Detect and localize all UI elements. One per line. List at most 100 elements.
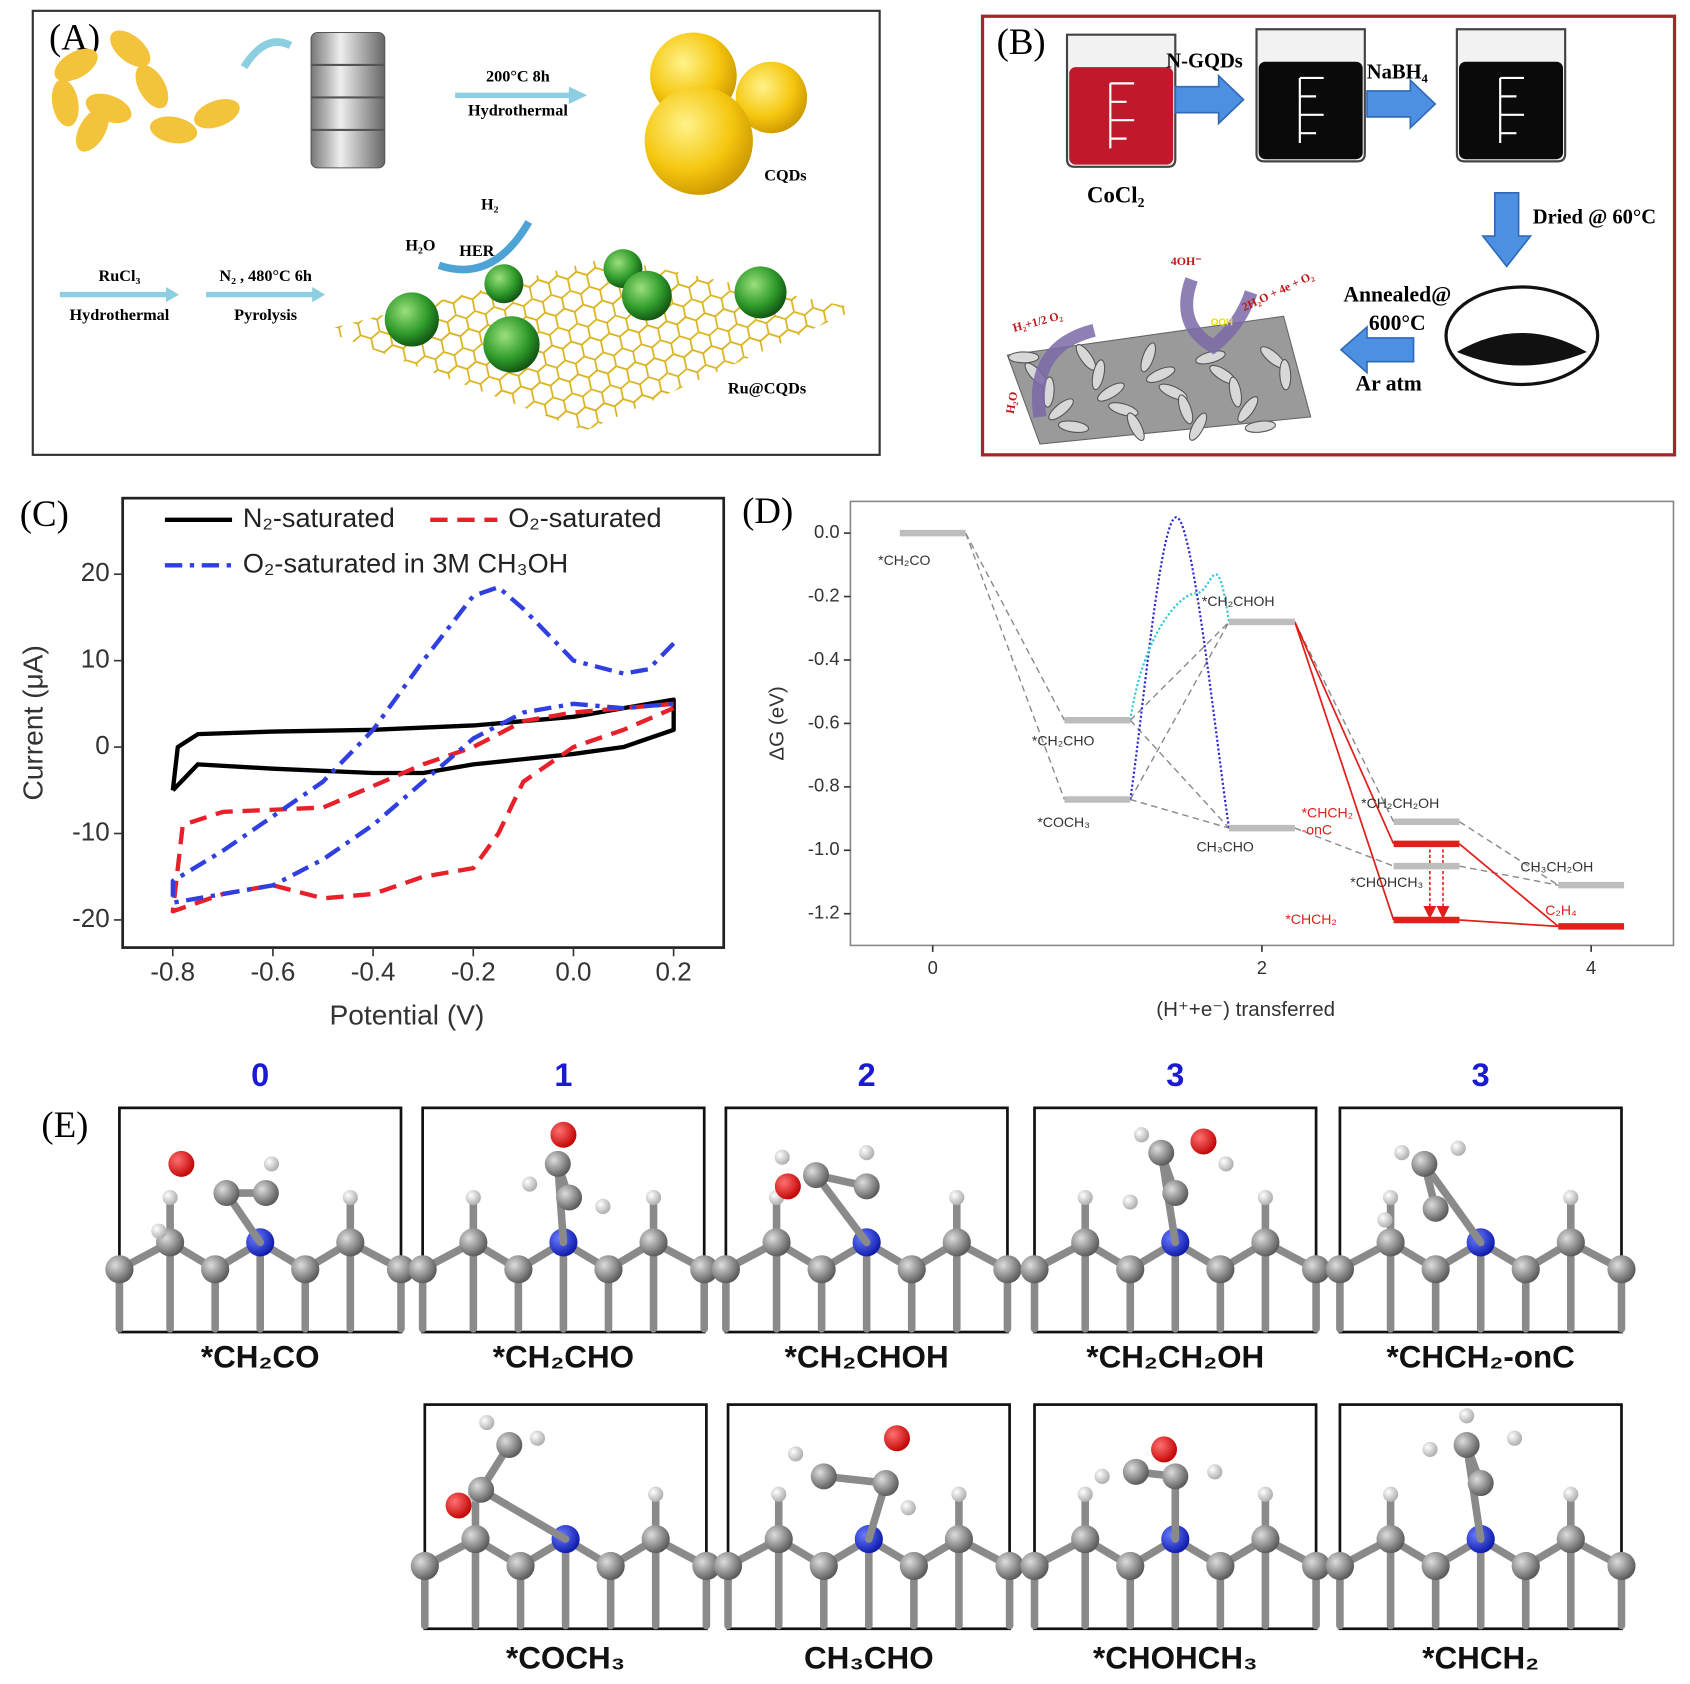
atom xyxy=(556,1184,583,1211)
y-tick-label: -20 xyxy=(72,903,110,933)
atom xyxy=(1450,1140,1466,1156)
atom xyxy=(1506,1430,1523,1446)
atom xyxy=(1162,1463,1189,1490)
atom xyxy=(859,1145,875,1161)
atom xyxy=(151,1223,167,1239)
atom xyxy=(1607,1255,1636,1284)
connector xyxy=(1459,865,1559,886)
panel-frame xyxy=(980,14,1677,457)
atom xyxy=(408,1255,437,1284)
x-tick-label: -0.8 xyxy=(150,956,195,986)
level-label: -onC xyxy=(1302,822,1332,838)
atom xyxy=(788,1446,804,1462)
atom xyxy=(1394,1145,1410,1161)
y-tick-label: 20 xyxy=(81,557,110,587)
label: RuCl₃ xyxy=(98,267,140,285)
label: *CH₂CHO xyxy=(493,1339,634,1374)
atom xyxy=(213,1180,240,1207)
arrow xyxy=(1339,325,1415,375)
nanosheet xyxy=(1237,396,1259,423)
atom xyxy=(645,1189,662,1206)
atom xyxy=(1325,1551,1354,1581)
label: OOH xyxy=(1211,317,1233,328)
atom xyxy=(853,1173,880,1200)
solution xyxy=(1258,61,1363,160)
atom xyxy=(1094,1468,1110,1484)
x-tick-label: -0.4 xyxy=(351,956,396,986)
atom xyxy=(1556,1228,1585,1257)
atom xyxy=(711,1255,740,1284)
atom xyxy=(810,1463,837,1490)
atom xyxy=(692,1551,721,1581)
label: CH₃CHO xyxy=(804,1640,934,1675)
atom xyxy=(1206,1255,1235,1284)
label: (E) xyxy=(41,1104,88,1145)
atom xyxy=(1411,1150,1438,1177)
label: NaBH₄ xyxy=(1367,61,1428,83)
label: H₂O xyxy=(405,237,435,255)
y-tick-label: -0.4 xyxy=(808,648,840,669)
label: N₂ , 480°C 6h xyxy=(219,267,312,285)
cqd-sphere xyxy=(735,61,808,134)
cqd-sheet xyxy=(323,257,858,432)
x-tick-label: 0.0 xyxy=(555,956,591,986)
y-tick-label: -0.6 xyxy=(808,711,840,732)
label: HER xyxy=(459,242,494,260)
atom xyxy=(1376,1525,1405,1554)
label: *CHOHCH₃ xyxy=(1093,1640,1258,1675)
atom xyxy=(762,1228,791,1257)
connector xyxy=(964,532,1066,800)
level-label: *CHOHCH₃ xyxy=(1350,874,1423,890)
bond xyxy=(477,1485,570,1543)
level-label: *CH₂CHOH xyxy=(1202,593,1275,609)
y-tick-label: -1.2 xyxy=(808,902,840,923)
atom xyxy=(897,1255,926,1284)
atom xyxy=(764,1525,793,1554)
atom xyxy=(713,1551,743,1581)
atom xyxy=(1422,1441,1438,1458)
atom xyxy=(1383,1189,1399,1206)
atom xyxy=(1077,1189,1093,1206)
arrow xyxy=(240,38,293,70)
purple-arrow xyxy=(1031,323,1096,418)
atom xyxy=(468,1476,495,1503)
label: Dried @ 60°C xyxy=(1533,206,1656,228)
atom xyxy=(1020,1255,1049,1284)
atom xyxy=(944,1525,974,1554)
nanosheet xyxy=(1188,412,1208,441)
bond xyxy=(812,1171,871,1247)
atom xyxy=(291,1255,320,1284)
y-tick-label: -10 xyxy=(72,816,110,846)
nanosheet xyxy=(1091,359,1106,391)
atom xyxy=(162,1189,178,1206)
connector xyxy=(1458,843,1559,928)
x-tick-label: -0.2 xyxy=(451,956,496,986)
connector xyxy=(1294,621,1395,845)
atom xyxy=(639,1228,668,1257)
label: H₂O xyxy=(1003,391,1021,415)
atom xyxy=(641,1525,670,1554)
y-axis-title: Current (μA) xyxy=(17,645,48,800)
nanosheet xyxy=(1279,359,1292,391)
atom xyxy=(1116,1255,1145,1284)
label: CQDs xyxy=(764,166,806,184)
nanosheet xyxy=(1244,420,1276,433)
legend-label: O₂-saturated xyxy=(508,502,661,533)
label: *CH₂CHOH xyxy=(785,1339,949,1374)
atom xyxy=(1257,1189,1273,1206)
nanosheet xyxy=(1140,342,1157,373)
atom xyxy=(550,1121,577,1148)
label: 2 xyxy=(858,1057,876,1093)
atom xyxy=(1563,1486,1579,1502)
label: CoCl₂ xyxy=(1087,182,1145,207)
atom xyxy=(1190,1128,1217,1155)
atom xyxy=(774,1149,790,1165)
connector xyxy=(1294,827,1394,867)
atom xyxy=(1071,1525,1100,1554)
level-label: *CHCH₂ xyxy=(1285,911,1337,927)
plot-frame xyxy=(849,500,1675,947)
label: H₂+1/2 O₂ xyxy=(1011,308,1064,335)
arrowhead xyxy=(568,86,588,104)
connector xyxy=(1129,719,1230,829)
atom xyxy=(1377,1212,1393,1228)
